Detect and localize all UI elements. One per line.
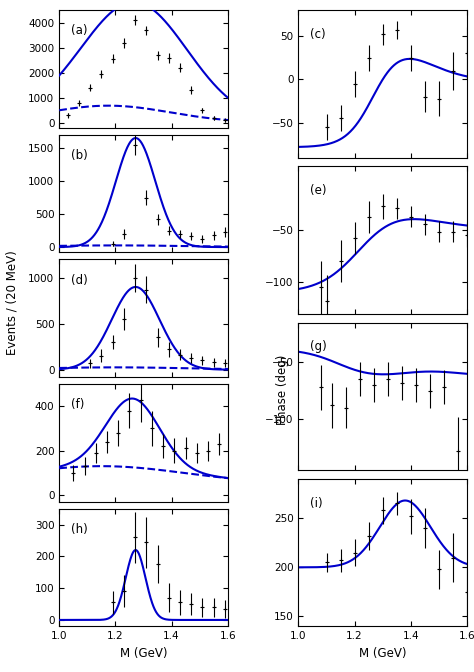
X-axis label: M (GeV): M (GeV) — [359, 646, 406, 660]
Text: (b): (b) — [71, 149, 88, 162]
Text: (e): (e) — [310, 184, 327, 197]
Text: (h): (h) — [71, 523, 88, 536]
Text: (g): (g) — [310, 340, 327, 353]
Text: (i): (i) — [310, 497, 323, 509]
X-axis label: M (GeV): M (GeV) — [120, 646, 167, 660]
Text: Events / (20 MeV): Events / (20 MeV) — [5, 250, 18, 355]
Text: (c): (c) — [310, 28, 326, 41]
Text: Phase (deg): Phase (deg) — [275, 355, 289, 425]
Text: (f): (f) — [71, 398, 84, 411]
Text: (d): (d) — [71, 274, 88, 286]
Text: (a): (a) — [71, 24, 88, 37]
